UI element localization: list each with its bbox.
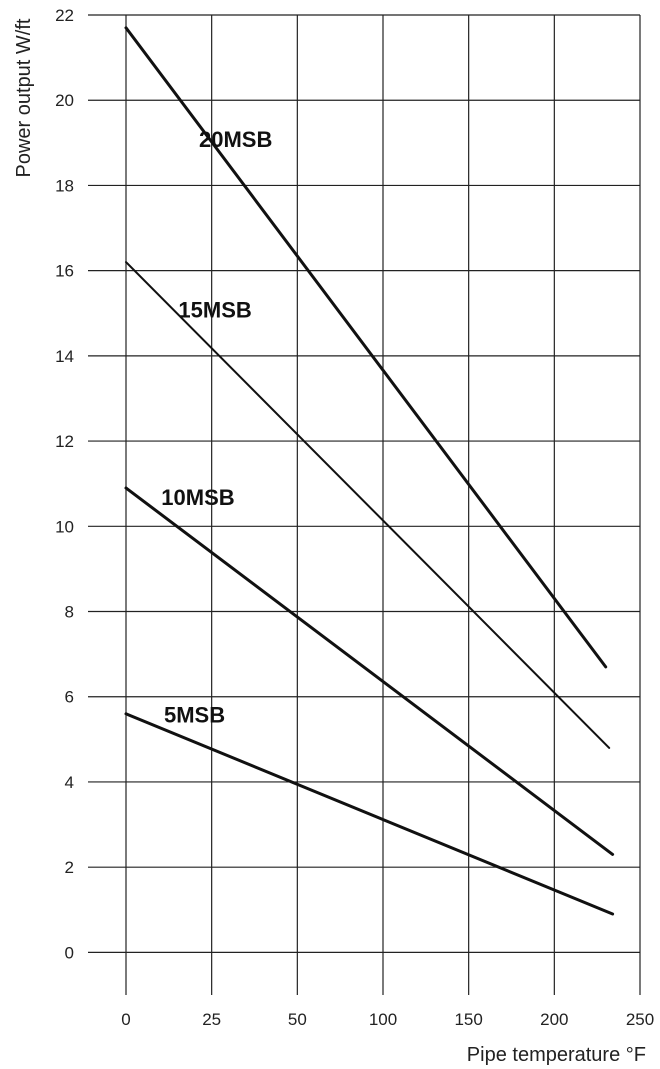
series-line-15msb [125, 261, 611, 749]
y-tick-label: 0 [65, 943, 74, 962]
y-tick-label: 6 [65, 688, 74, 707]
y-tick-label: 22 [55, 6, 74, 25]
y-tick-label: 18 [55, 176, 74, 195]
y-tick-label: 16 [55, 262, 74, 281]
x-tick-label: 50 [288, 1010, 307, 1029]
y-tick-label: 12 [55, 432, 74, 451]
y-tick-label: 10 [55, 517, 74, 536]
y-tick-label: 14 [55, 347, 74, 366]
series-line-10msb [124, 486, 615, 856]
x-tick-label: 100 [369, 1010, 397, 1029]
y-tick-label: 20 [55, 91, 74, 110]
x-axis-title: Pipe temperature °F [467, 1044, 646, 1066]
series-line-20msb [124, 26, 608, 669]
x-tick-label: 25 [202, 1010, 221, 1029]
series-labels: 20MSB 15MSB 10MSB 5MSB [161, 127, 272, 727]
series-label-5msb: 5MSB [164, 702, 225, 727]
series-lines [124, 26, 615, 916]
x-tick-label: 150 [454, 1010, 482, 1029]
x-axis-ticks: 0 25 50 100 150 200 250 [121, 1010, 654, 1029]
series-label-20msb: 20MSB [199, 127, 272, 152]
x-tick-label: 250 [626, 1010, 654, 1029]
y-tick-label: 2 [65, 858, 74, 877]
series-label-10msb: 10MSB [161, 485, 234, 510]
series-label-15msb: 15MSB [178, 298, 251, 323]
x-tick-label: 200 [540, 1010, 568, 1029]
y-tick-label: 8 [65, 603, 74, 622]
y-axis-title: Power output W/ft [13, 18, 35, 177]
series-line-5msb [124, 712, 615, 916]
x-tick-label: 0 [121, 1010, 130, 1029]
y-axis-ticks: 0 2 4 6 8 10 12 14 16 18 20 22 [55, 6, 74, 962]
y-tick-label: 4 [65, 773, 74, 792]
